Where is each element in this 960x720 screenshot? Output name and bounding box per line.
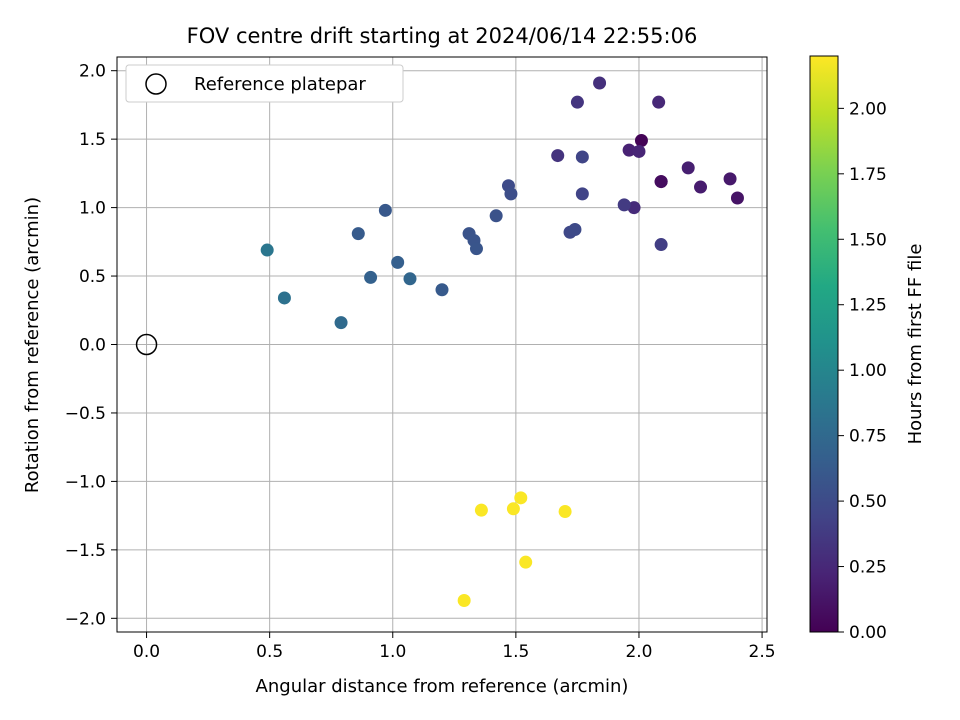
y-tick-label: 1.0 — [79, 199, 106, 219]
data-point — [378, 203, 392, 217]
data-point — [622, 143, 636, 157]
reference-point — [135, 333, 158, 356]
data-point — [575, 150, 589, 164]
data-point — [351, 227, 365, 241]
data-point — [652, 95, 666, 109]
scatter-points — [260, 76, 744, 608]
data-point — [723, 172, 737, 186]
data-point — [730, 191, 744, 205]
data-point — [558, 505, 572, 519]
colorbar-tick-label: 1.50 — [849, 230, 887, 250]
data-point — [391, 255, 405, 269]
data-point — [435, 283, 449, 297]
colorbar-frame — [809, 55, 839, 633]
y-axis-label: Rotation from reference (arcmin) — [22, 197, 43, 493]
data-point — [654, 175, 668, 189]
y-tick-label: −1.5 — [65, 541, 106, 561]
x-tick-label: 0.5 — [256, 642, 283, 662]
data-point — [551, 149, 565, 163]
x-axis-ticks: 0.0 0.5 1.0 1.5 2.0 2.5 — [133, 632, 776, 662]
colorbar-label: Hours from first FF file — [905, 244, 926, 445]
colorbar-tick-label: 1.75 — [849, 165, 887, 185]
data-point — [654, 238, 668, 252]
y-tick-label: −1.0 — [65, 472, 106, 492]
data-point — [514, 491, 528, 505]
data-point — [506, 502, 520, 516]
data-point — [617, 198, 631, 212]
colorbar-tick-label: 1.00 — [849, 361, 887, 381]
colorbar-ticks: 0.00 0.25 0.50 0.75 1.00 1.25 1.50 1.75 2.00 — [838, 99, 887, 643]
data-point — [570, 95, 584, 109]
data-point — [489, 209, 503, 223]
colorbar-tick-label: 0.75 — [849, 427, 887, 447]
colorbar-tick-label: 1.25 — [849, 296, 887, 316]
data-point — [457, 594, 471, 608]
colorbar-tick-label: 0.00 — [849, 623, 887, 643]
data-point — [469, 242, 483, 256]
data-point — [632, 144, 646, 158]
legend-marker — [145, 73, 167, 95]
data-point — [568, 223, 582, 236]
y-tick-label: 2.0 — [79, 62, 106, 82]
data-point — [277, 291, 291, 305]
x-tick-label: 1.0 — [379, 642, 406, 662]
data-point — [634, 134, 648, 148]
grid — [117, 57, 767, 632]
x-tick-label: 2.5 — [749, 642, 776, 662]
legend-label: Reference platepar — [194, 74, 366, 95]
data-point — [364, 270, 378, 284]
y-tick-label: −2.0 — [65, 609, 106, 629]
colorbar-tick-label: 0.50 — [849, 492, 887, 512]
y-tick-label: 0.5 — [79, 267, 106, 287]
x-axis-label: Angular distance from reference (arcmin) — [256, 676, 629, 697]
data-point — [474, 503, 488, 517]
colorbar-gradient — [810, 56, 838, 632]
data-point — [575, 187, 589, 201]
data-point — [593, 76, 607, 90]
legend-box — [125, 64, 404, 103]
x-tick-label: 1.5 — [502, 642, 529, 662]
data-point — [627, 201, 641, 215]
colorbar-tick-label: 0.25 — [849, 558, 887, 578]
data-point — [694, 180, 708, 194]
legend: Reference platepar — [125, 64, 404, 103]
y-tick-label: −0.5 — [65, 404, 106, 424]
y-tick-label: 1.5 — [79, 130, 106, 150]
data-point — [260, 243, 274, 257]
colorbar: 0.00 0.25 0.50 0.75 1.00 1.25 1.50 1.75 2.00 Hou… — [809, 55, 926, 643]
x-tick-label: 0.0 — [133, 642, 160, 662]
y-tick-label: 0.0 — [79, 336, 106, 356]
colorbar-tick-label: 2.00 — [849, 99, 887, 119]
chart-title: FOV centre drift starting at 2024/06/14 … — [187, 24, 698, 48]
plot-area — [116, 56, 768, 633]
data-point — [403, 272, 417, 286]
data-point — [504, 187, 518, 201]
x-tick-label: 2.0 — [625, 642, 652, 662]
data-point — [681, 161, 695, 175]
data-point — [334, 316, 348, 330]
data-point — [519, 555, 533, 569]
y-axis-ticks: 2.0 1.5 1.0 0.5 0.0 −0.5 −1.0 −1.5 −2.0 — [65, 62, 117, 629]
